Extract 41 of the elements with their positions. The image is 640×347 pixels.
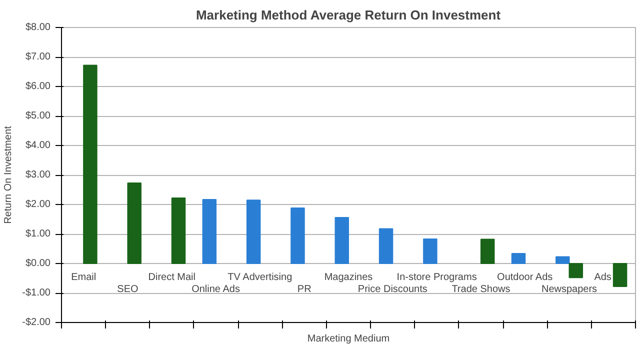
x-tick-label: PR [297, 284, 312, 295]
bar [334, 216, 349, 264]
y-tick-label: $7.00 [25, 52, 51, 62]
x-axis-title: Marketing Medium [307, 334, 390, 344]
y-tick-label: $2.00 [25, 199, 51, 210]
chart-title: Marketing Method Average Return On Investment [196, 8, 502, 22]
y-tick-label: -$1.00 [22, 288, 51, 298]
x-tick-label: TV Advertising [228, 272, 292, 283]
x-tick-label: Outdoor Ads [497, 272, 553, 283]
x-tick-label: Ads [594, 272, 612, 283]
x-tick-label: In-store Programs [396, 272, 477, 283]
x-tick-label: Newspapers [541, 284, 598, 295]
bar [612, 263, 628, 288]
y-tick-label: $8.00 [25, 22, 51, 33]
x-tick-label: Online Ads [192, 284, 240, 295]
y-tick-label: $3.00 [25, 170, 51, 180]
bar [202, 198, 217, 264]
y-axis-title: Return On Investment [3, 126, 14, 224]
x-tick-label: Direct Mail [148, 272, 196, 283]
bar [423, 238, 438, 264]
x-tick-label: Magazines [324, 272, 373, 283]
y-tick-label: -$2.00 [22, 317, 51, 328]
bar [378, 228, 394, 264]
bar [556, 256, 570, 264]
x-tick-label: SEO [117, 284, 139, 295]
bar [480, 238, 495, 264]
y-tick-label: $1.00 [25, 228, 51, 240]
y-tick-label: $0.00 [25, 258, 51, 269]
y-tick-label: $4.00 [25, 140, 51, 151]
bar [290, 208, 305, 264]
bar [127, 182, 142, 264]
bar [246, 200, 261, 264]
x-tick-label: Email [71, 272, 96, 283]
bar [568, 263, 584, 278]
x-tick-label: Trade Shows [452, 284, 510, 295]
bar [511, 252, 526, 264]
bar [171, 198, 186, 264]
bar [83, 64, 98, 264]
y-tick-label: $6.00 [25, 81, 51, 92]
y-tick-label: $5.00 [25, 110, 51, 122]
x-tick-label: Price Discounts [358, 284, 428, 295]
